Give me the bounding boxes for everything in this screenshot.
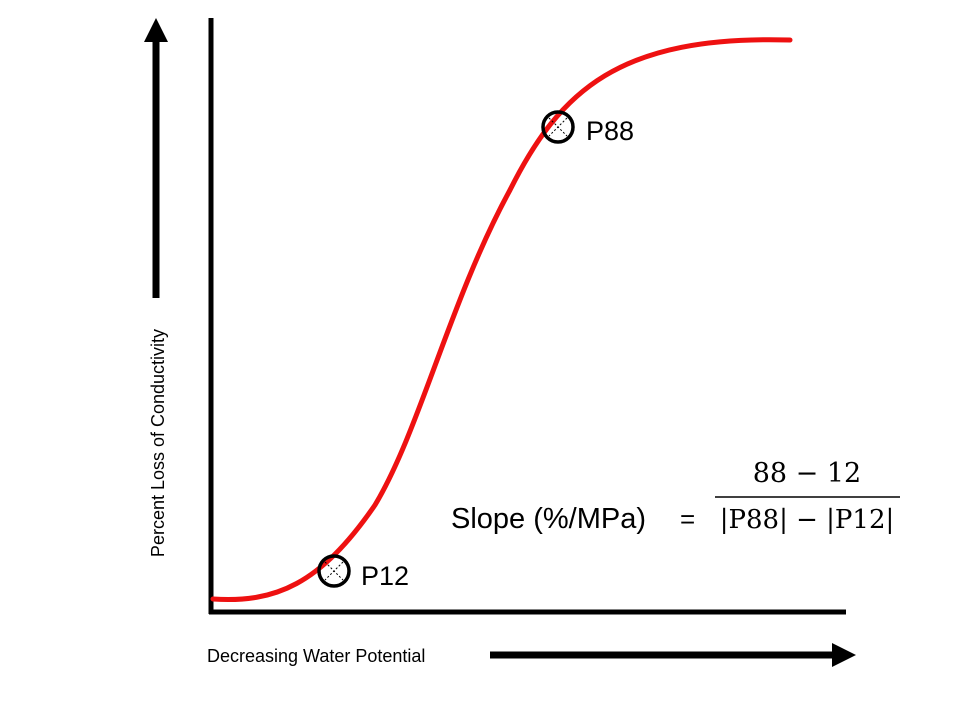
x-axis-label: Decreasing Water Potential bbox=[207, 646, 425, 666]
x-axis-arrow bbox=[490, 643, 856, 667]
p12-marker bbox=[317, 554, 351, 588]
p88-marker bbox=[541, 110, 575, 144]
formula-lhs: Slope (%/MPa) bbox=[451, 503, 646, 535]
y-axis-label: Percent Loss of Conductivity bbox=[148, 329, 168, 557]
conductivity-loss-curve bbox=[210, 37, 793, 602]
formula-equals: = bbox=[680, 504, 695, 534]
p12-label: P12 bbox=[361, 561, 409, 591]
y-axis-arrow bbox=[144, 18, 168, 298]
p88-label: P88 bbox=[586, 116, 634, 146]
formula-numerator: 88 − 12 bbox=[753, 458, 862, 489]
slope-formula: Slope (%/MPa) = 88 − 12 |P88| − |P12| bbox=[451, 458, 900, 535]
formula-denominator: |P88| − |P12| bbox=[720, 505, 895, 535]
